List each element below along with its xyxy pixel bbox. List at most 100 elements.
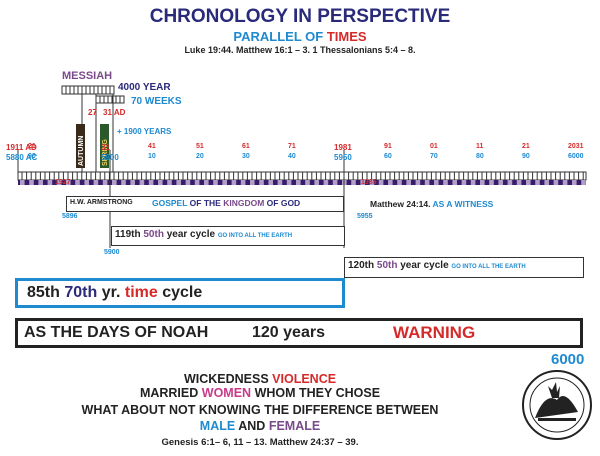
bar-block <box>516 180 522 185</box>
cycle-119-50th: 50th <box>143 229 164 240</box>
tick-ad-label: 71 <box>288 143 296 150</box>
bar-block <box>158 180 163 185</box>
cycle-85-yr: yr. <box>101 284 121 301</box>
noah-label: AS THE DAYS OF NOAH <box>24 324 209 341</box>
year-27-label: 27 <box>88 108 97 117</box>
cycle-85-70th: 70th <box>64 284 98 301</box>
bar-block <box>424 180 430 185</box>
bar-block <box>581 180 586 185</box>
women-word: WOMEN <box>201 386 252 400</box>
wickedness-word: WICKEDNESS <box>183 372 269 386</box>
bar-block <box>544 180 549 185</box>
bar-block <box>332 180 338 185</box>
of-god-word: OF GOD <box>266 198 301 208</box>
bar-block <box>167 180 172 185</box>
start-ac-label: 5880 AC <box>6 153 38 162</box>
cycle-119-box <box>111 226 345 246</box>
tick-ad-label: 01 <box>430 143 438 150</box>
bar-block <box>553 180 559 185</box>
cycle-85-box <box>15 278 345 308</box>
cycle-85-num: 85th <box>27 284 60 301</box>
autumn-label: AUTUMN <box>78 136 85 166</box>
bar-block <box>470 180 476 185</box>
subtitle-part-a: PARALLEL OF <box>233 29 324 44</box>
plus-1900-label: + 1900 YEARS <box>117 127 172 136</box>
start-ad-label: 1911 AD <box>6 143 37 152</box>
autumn-label-bg <box>76 124 85 168</box>
bar-block <box>148 180 154 185</box>
female-word: FEMALE <box>268 419 321 433</box>
cycle-120-50th: 50th <box>376 260 398 271</box>
bar-block <box>194 180 200 185</box>
tick-ad-label: 21 <box>28 143 36 150</box>
bar-block <box>56 180 62 185</box>
cycle-120-box <box>344 257 584 278</box>
tick-ac-label: 30 <box>242 153 250 160</box>
bar-block <box>305 180 310 185</box>
cycle-119-text: year cycle <box>166 229 216 240</box>
spring-label-bg <box>100 124 109 168</box>
tick-ad-label: 11 <box>476 143 484 150</box>
bar-block <box>498 180 503 185</box>
bar-block <box>434 180 439 185</box>
gospel-label: GOSPEL OF THE KINGDOM OF GOD <box>152 198 300 208</box>
tick-ac-label: 60 <box>384 153 392 160</box>
bar-block <box>130 180 135 185</box>
bar-block <box>323 180 329 185</box>
tick-ac-label: 10 <box>148 153 156 160</box>
bar-block <box>489 180 494 185</box>
tick-ad-label: 41 <box>148 143 156 150</box>
bar-block <box>480 180 485 185</box>
tick-ac-label: 6000 <box>568 153 584 160</box>
bar-block <box>461 180 467 185</box>
tick-ac-label: 40 <box>288 153 296 160</box>
cycle-119-earth: GO INTO ALL THE EARTH <box>217 233 293 239</box>
cycle-120-num: 120th <box>348 260 375 271</box>
matthew-ref: Matthew 24:14. <box>370 199 431 209</box>
bar-block <box>240 180 246 185</box>
year-4000-label: 4000 YEAR <box>118 82 171 93</box>
violence-word: VIOLENCE <box>272 372 337 386</box>
bar-block <box>296 180 301 185</box>
bar-block <box>314 180 319 185</box>
tick-ac-label: 90 <box>28 153 36 160</box>
tick-ac-label: 70 <box>430 153 438 160</box>
year-5900-label: 5900 <box>104 249 120 256</box>
bar-block <box>38 180 43 185</box>
wickedness-line: WICKEDNESS VIOLENCE <box>0 372 520 386</box>
gospel-word: GOSPEL <box>152 198 188 208</box>
and-word: AND <box>238 419 266 433</box>
year-6000-label: 6000 <box>551 351 585 368</box>
bar-block <box>388 180 393 185</box>
seventy-weeks-label: 70 WEEKS <box>131 96 182 107</box>
cycle-119-num: 119th <box>115 229 141 240</box>
year-31ad-label: 31 AD <box>103 108 126 117</box>
bar-block <box>360 180 365 185</box>
noah-box <box>15 318 583 348</box>
cycle-85-cycle: cycle <box>162 284 203 301</box>
tick-ad-label: 2031 <box>568 143 584 150</box>
tick-ad-label: 31 <box>101 143 110 152</box>
messiah-label: MESSIAH <box>62 70 113 82</box>
bar-block <box>562 180 568 185</box>
bar-block <box>75 180 80 185</box>
tick-ac-label: 20 <box>196 153 204 160</box>
bar-block <box>112 180 117 185</box>
tick-ad-label: 21 <box>522 143 530 150</box>
whom-words: WHOM THEY CHOSE <box>254 386 381 400</box>
scripture-refs-top: Luke 19:44. Matthew 16:1 – 3. 1 Thessalo… <box>184 45 416 55</box>
bar-block <box>84 180 89 185</box>
spring-label: SPRING <box>102 139 109 166</box>
cycle-120-text: year cycle <box>400 260 449 271</box>
bar-block <box>378 180 384 185</box>
cycle-119-label: 119th 50th year cycle GO INTO ALL THE EA… <box>115 229 292 240</box>
year-5955-label: 5955 <box>357 213 373 220</box>
tick-ac-label: 5900 <box>101 153 119 162</box>
kingdom-word: KINGDOM <box>223 198 265 208</box>
bar-block <box>29 180 34 185</box>
warning-label: WARNING <box>393 323 476 342</box>
cycle-120-label: 120th 50th year cycle GO INTO ALL THE EA… <box>348 260 526 271</box>
page-title: CHRONOLOGY IN PERSPECTIVE <box>149 6 451 27</box>
